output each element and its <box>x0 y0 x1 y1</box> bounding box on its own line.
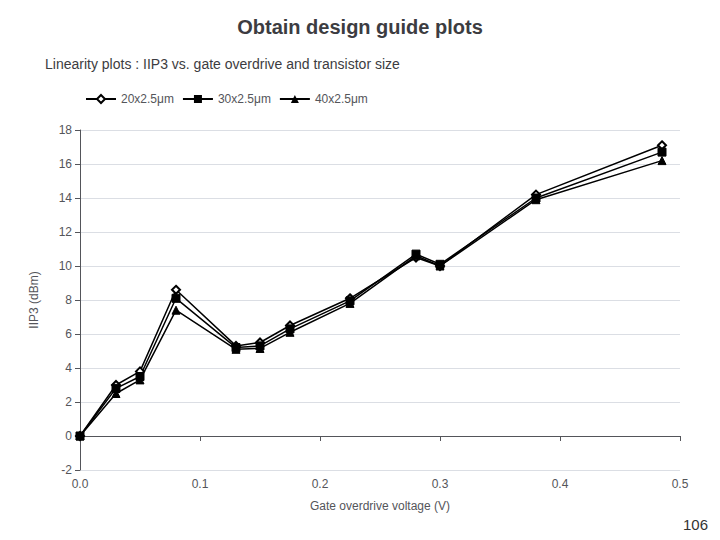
svg-text:12: 12 <box>59 225 73 239</box>
svg-text:20x2.5μm: 20x2.5μm <box>121 92 174 106</box>
svg-text:4: 4 <box>65 361 72 375</box>
svg-text:10: 10 <box>59 259 73 273</box>
svg-text:0.0: 0.0 <box>72 477 89 491</box>
svg-text:0.3: 0.3 <box>432 477 449 491</box>
svg-text:14: 14 <box>59 191 73 205</box>
svg-text:0.5: 0.5 <box>672 477 689 491</box>
svg-text:40x2.5μm: 40x2.5μm <box>315 92 368 106</box>
svg-text:18: 18 <box>59 123 73 137</box>
svg-text:6: 6 <box>65 327 72 341</box>
svg-text:0: 0 <box>65 429 72 443</box>
svg-text:30x2.5μm: 30x2.5μm <box>218 92 271 106</box>
svg-text:0.2: 0.2 <box>312 477 329 491</box>
svg-text:0.4: 0.4 <box>552 477 569 491</box>
svg-text:8: 8 <box>65 293 72 307</box>
svg-text:0.1: 0.1 <box>192 477 209 491</box>
svg-text:Obtain design guide plots: Obtain design guide plots <box>237 16 483 38</box>
svg-text:2: 2 <box>65 395 72 409</box>
svg-text:Gate overdrive voltage (V): Gate overdrive voltage (V) <box>310 499 450 513</box>
svg-text:Linearity plots : IIP3 vs. gat: Linearity plots : IIP3 vs. gate overdriv… <box>45 56 400 72</box>
svg-text:-2: -2 <box>61 463 72 477</box>
svg-text:16: 16 <box>59 157 73 171</box>
svg-text:106: 106 <box>683 516 708 533</box>
svg-text:IIP3 (dBm): IIP3 (dBm) <box>27 271 41 328</box>
